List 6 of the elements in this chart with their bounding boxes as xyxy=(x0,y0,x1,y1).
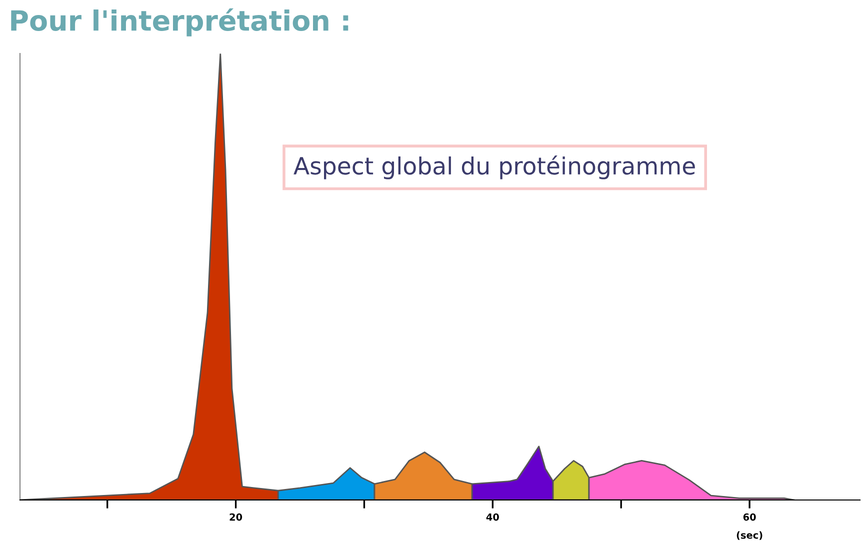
x-tick-label: 60 xyxy=(743,513,756,521)
x-tick-label: 20 xyxy=(230,513,242,521)
x-axis-title: (sec) xyxy=(736,531,762,540)
annotation: Aspect global du protéinogramme xyxy=(294,156,695,180)
chart-title: Pour l'interprétation : xyxy=(11,8,348,36)
x-tick-label: 40 xyxy=(486,513,499,521)
